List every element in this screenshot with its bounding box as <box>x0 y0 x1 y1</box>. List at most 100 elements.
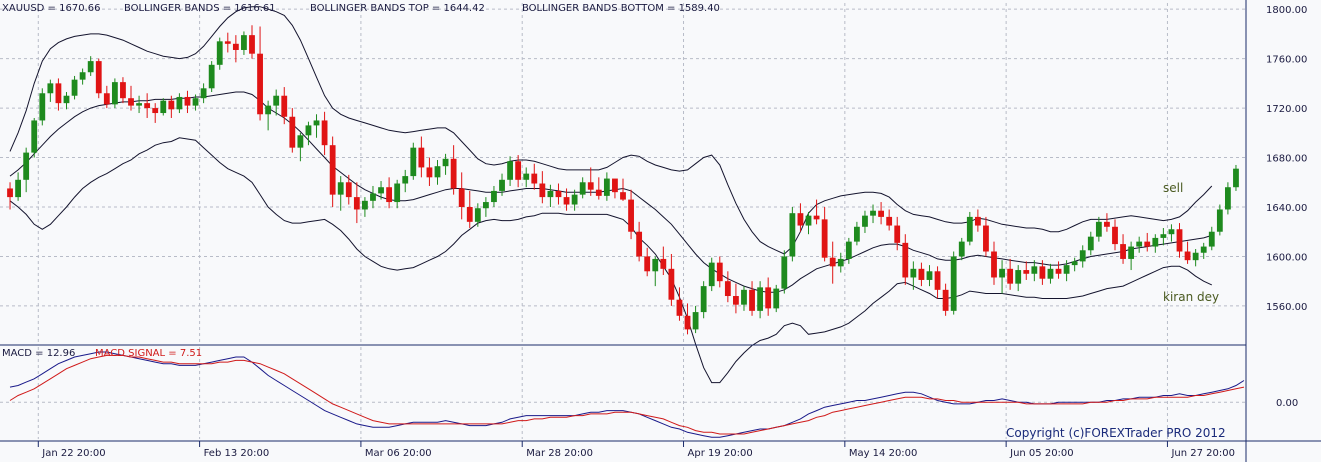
candle-body <box>87 61 94 73</box>
time-tick-label: Mar 28 20:00 <box>526 448 593 459</box>
candle-body <box>781 256 788 289</box>
price-tick-label: 1640.00 <box>1266 203 1307 214</box>
candle-body <box>587 182 594 190</box>
candle <box>353 182 360 224</box>
candle <box>1031 260 1038 282</box>
candle <box>200 83 207 104</box>
bb-top-readout: BOLLINGER BANDS TOP = 1644.42 <box>310 3 485 14</box>
candle <box>47 79 54 102</box>
candle-body <box>362 200 368 210</box>
candle <box>111 78 118 109</box>
candle <box>1160 228 1167 246</box>
candle <box>797 203 804 232</box>
candle-body <box>152 108 159 114</box>
candle <box>523 167 530 188</box>
candle <box>55 78 62 111</box>
candle <box>1216 204 1223 236</box>
candle-body <box>1015 270 1022 284</box>
candle-body <box>265 105 272 115</box>
candle-body <box>523 173 530 180</box>
candle-body <box>531 173 538 184</box>
candle-body <box>757 287 764 311</box>
candle-body <box>724 281 731 297</box>
candle <box>39 88 46 126</box>
candle <box>63 92 70 110</box>
candle-body <box>797 213 804 226</box>
price-tick-label: 1760.00 <box>1266 55 1307 66</box>
candle-body <box>418 147 425 168</box>
candle <box>466 190 473 229</box>
time-tick-label: Jan 22 20:00 <box>41 448 105 459</box>
candle <box>862 210 868 233</box>
candle <box>692 305 699 334</box>
candle-body <box>474 208 481 222</box>
candle <box>499 173 505 196</box>
candle-body <box>878 210 884 217</box>
candle-body <box>249 35 255 54</box>
candle-body <box>862 215 868 227</box>
candle <box>757 281 764 319</box>
candle <box>644 247 651 277</box>
candle-body <box>434 166 441 178</box>
candle <box>184 90 191 114</box>
candle-body <box>466 207 473 222</box>
candle-body <box>620 192 626 200</box>
candle <box>829 241 836 284</box>
candle <box>999 260 1005 294</box>
candle <box>370 185 376 209</box>
candle <box>700 281 707 319</box>
price-tick-label: 1600.00 <box>1266 252 1307 263</box>
candle-body <box>1144 241 1151 247</box>
candle-body <box>23 152 30 180</box>
candle <box>337 176 344 211</box>
candle <box>208 61 215 93</box>
candle-body <box>402 176 409 184</box>
candle <box>7 182 13 210</box>
candle-body <box>1104 221 1110 227</box>
candle-body <box>128 98 134 106</box>
candle <box>676 287 683 321</box>
candle-body <box>821 219 828 258</box>
time-tick-label: Jun 05 20:00 <box>1009 448 1074 459</box>
candle-body <box>539 183 546 198</box>
candle <box>144 93 151 118</box>
candle-body <box>305 125 312 136</box>
candle-body <box>426 167 433 178</box>
candle-body <box>1208 231 1215 247</box>
candle <box>1039 260 1046 285</box>
candle <box>345 174 352 205</box>
bollinger-bottom-line <box>9 137 1213 384</box>
candle-body <box>1087 236 1094 251</box>
candle-body <box>378 187 384 194</box>
candle-body <box>1184 251 1191 261</box>
candle-body <box>1192 252 1199 261</box>
candle-body <box>176 96 183 110</box>
candle <box>15 172 22 201</box>
candle-body <box>765 287 772 309</box>
candle-body <box>1039 266 1046 279</box>
candle <box>394 179 401 209</box>
candle-body <box>144 103 151 109</box>
candle <box>991 241 997 285</box>
candle-body <box>47 83 54 94</box>
candle <box>95 58 102 99</box>
candle-body <box>789 213 796 257</box>
candle-body <box>805 215 812 226</box>
candle <box>1087 231 1094 256</box>
candle <box>378 181 384 200</box>
candle <box>765 277 772 316</box>
candle-body <box>942 289 949 311</box>
candle-body <box>329 145 336 195</box>
candle-body <box>1224 187 1231 210</box>
candle-body <box>1200 246 1207 253</box>
candle <box>668 253 675 306</box>
candle-body <box>1152 237 1159 247</box>
candle <box>1112 219 1118 251</box>
candle-body <box>370 193 376 201</box>
author-annotation: kiran dey <box>1163 290 1219 304</box>
candle-body <box>507 161 513 180</box>
candle <box>1184 241 1191 264</box>
candle <box>128 85 134 111</box>
